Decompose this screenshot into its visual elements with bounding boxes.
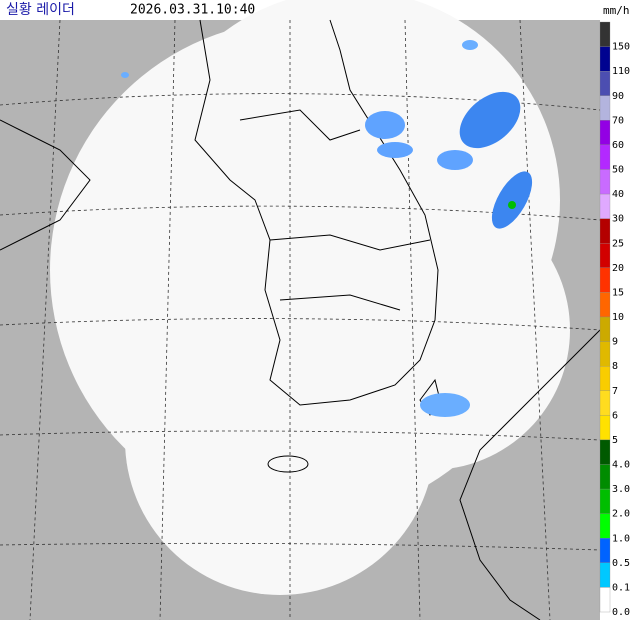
legend-swatch xyxy=(599,415,611,441)
legend-swatch xyxy=(599,439,611,465)
legend-label: 1.0 xyxy=(612,533,630,544)
legend-swatch xyxy=(599,562,611,588)
legend-label: 60 xyxy=(612,140,624,151)
legend-label: 6 xyxy=(612,410,618,421)
legend-label: 4.0 xyxy=(612,460,630,471)
legend: 150 110 90 70 60 50 40 30 25 20 15 10 9 8 7 6 5 4.0 3.0 2.0… xyxy=(599,20,635,620)
legend-label: 7 xyxy=(612,386,618,397)
legend-label: 9 xyxy=(612,337,618,348)
legend-swatch xyxy=(599,538,611,563)
legend-label: 2.0 xyxy=(612,509,630,520)
legend-swatch xyxy=(599,21,611,47)
legend-label: 70 xyxy=(612,115,624,126)
legend-label: 20 xyxy=(612,263,624,274)
timestamp: 2026.03.31.10:40 xyxy=(130,3,255,18)
legend-label: 150 xyxy=(612,42,630,53)
legend-swatch xyxy=(599,587,611,613)
legend-label: 40 xyxy=(612,189,624,200)
coastlines xyxy=(0,19,601,621)
legend-swatch xyxy=(599,193,611,219)
legend-swatch xyxy=(599,120,611,146)
legend-swatch xyxy=(599,488,611,514)
legend-label: 3.0 xyxy=(612,484,630,495)
legend-label: 0.1 xyxy=(612,582,630,593)
legend-label: 25 xyxy=(612,238,624,249)
legend-swatch xyxy=(599,95,611,121)
legend-swatch xyxy=(599,366,611,391)
legend-swatch xyxy=(599,267,611,293)
legend-label: 8 xyxy=(612,361,618,372)
legend-label: 15 xyxy=(612,287,624,298)
legend-label: 110 xyxy=(612,66,630,77)
legend-swatch xyxy=(599,71,611,96)
legend-swatch xyxy=(599,144,611,170)
legend-label: 30 xyxy=(612,214,624,225)
legend-label: 0.0 xyxy=(612,607,630,618)
map xyxy=(0,0,601,621)
legend-swatch xyxy=(599,390,611,416)
legend-label: 5 xyxy=(612,435,618,446)
legend-label: 10 xyxy=(612,312,624,323)
legend-swatch xyxy=(599,169,611,195)
title: 실황 레이더 xyxy=(6,2,75,18)
legend-swatch xyxy=(599,316,611,342)
legend-swatch xyxy=(599,46,611,72)
legend-swatch xyxy=(599,341,611,367)
radar-coverage xyxy=(50,0,570,595)
legend-label: 0.5 xyxy=(612,558,630,569)
legend-swatch xyxy=(599,513,611,539)
rain-echoes xyxy=(121,40,533,417)
legend-swatch xyxy=(599,218,611,244)
legend-swatch xyxy=(599,464,611,490)
legend-label: 90 xyxy=(612,91,624,102)
legend-label: 50 xyxy=(612,165,624,176)
legend-swatch xyxy=(599,292,611,318)
legend-swatch xyxy=(599,243,611,268)
unit: mm/h xyxy=(603,4,630,17)
